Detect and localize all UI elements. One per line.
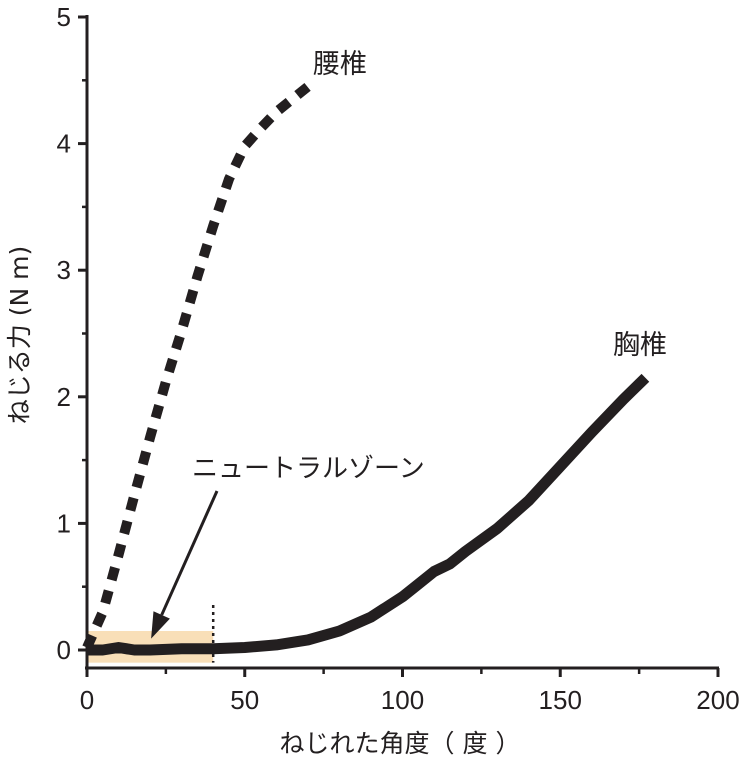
y-tick-label: 2 [57,382,71,412]
neutral-zone-arrow [160,490,219,616]
y-tick-label: 3 [57,255,71,285]
y-tick-label: 1 [57,508,71,538]
x-tick-label: 0 [80,685,94,715]
x-tick-label: 150 [539,685,582,715]
x-tick-label: 50 [230,685,259,715]
y-tick-label: 5 [57,2,71,32]
x-axis-ticks: 0 50 100 150 200 [80,668,740,715]
series-label-thoracic: 胸椎 [613,330,667,361]
neutral-zone-annotation-label: ニュートラルゾーン [192,454,425,484]
series-label-lumbar: 腰椎 [313,49,367,80]
series-line-thoracic [87,373,650,656]
neutral-zone-arrowhead [151,611,170,639]
x-axis-title: ねじれた角度（ 度 ） [280,729,521,758]
x-tick-label: 200 [696,685,739,715]
series-layer [82,82,650,656]
y-axis-title: ねじる力 (N m) [5,246,34,424]
series-line-lumbar [82,82,312,650]
y-tick-label: 4 [57,129,71,159]
x-tick-label: 100 [381,685,424,715]
y-axis-ticks: 0 1 2 3 4 5 [57,2,87,665]
axes: 0 1 2 3 4 5 0 50 100 150 200 [57,2,740,715]
y-tick-label: 0 [57,635,71,665]
